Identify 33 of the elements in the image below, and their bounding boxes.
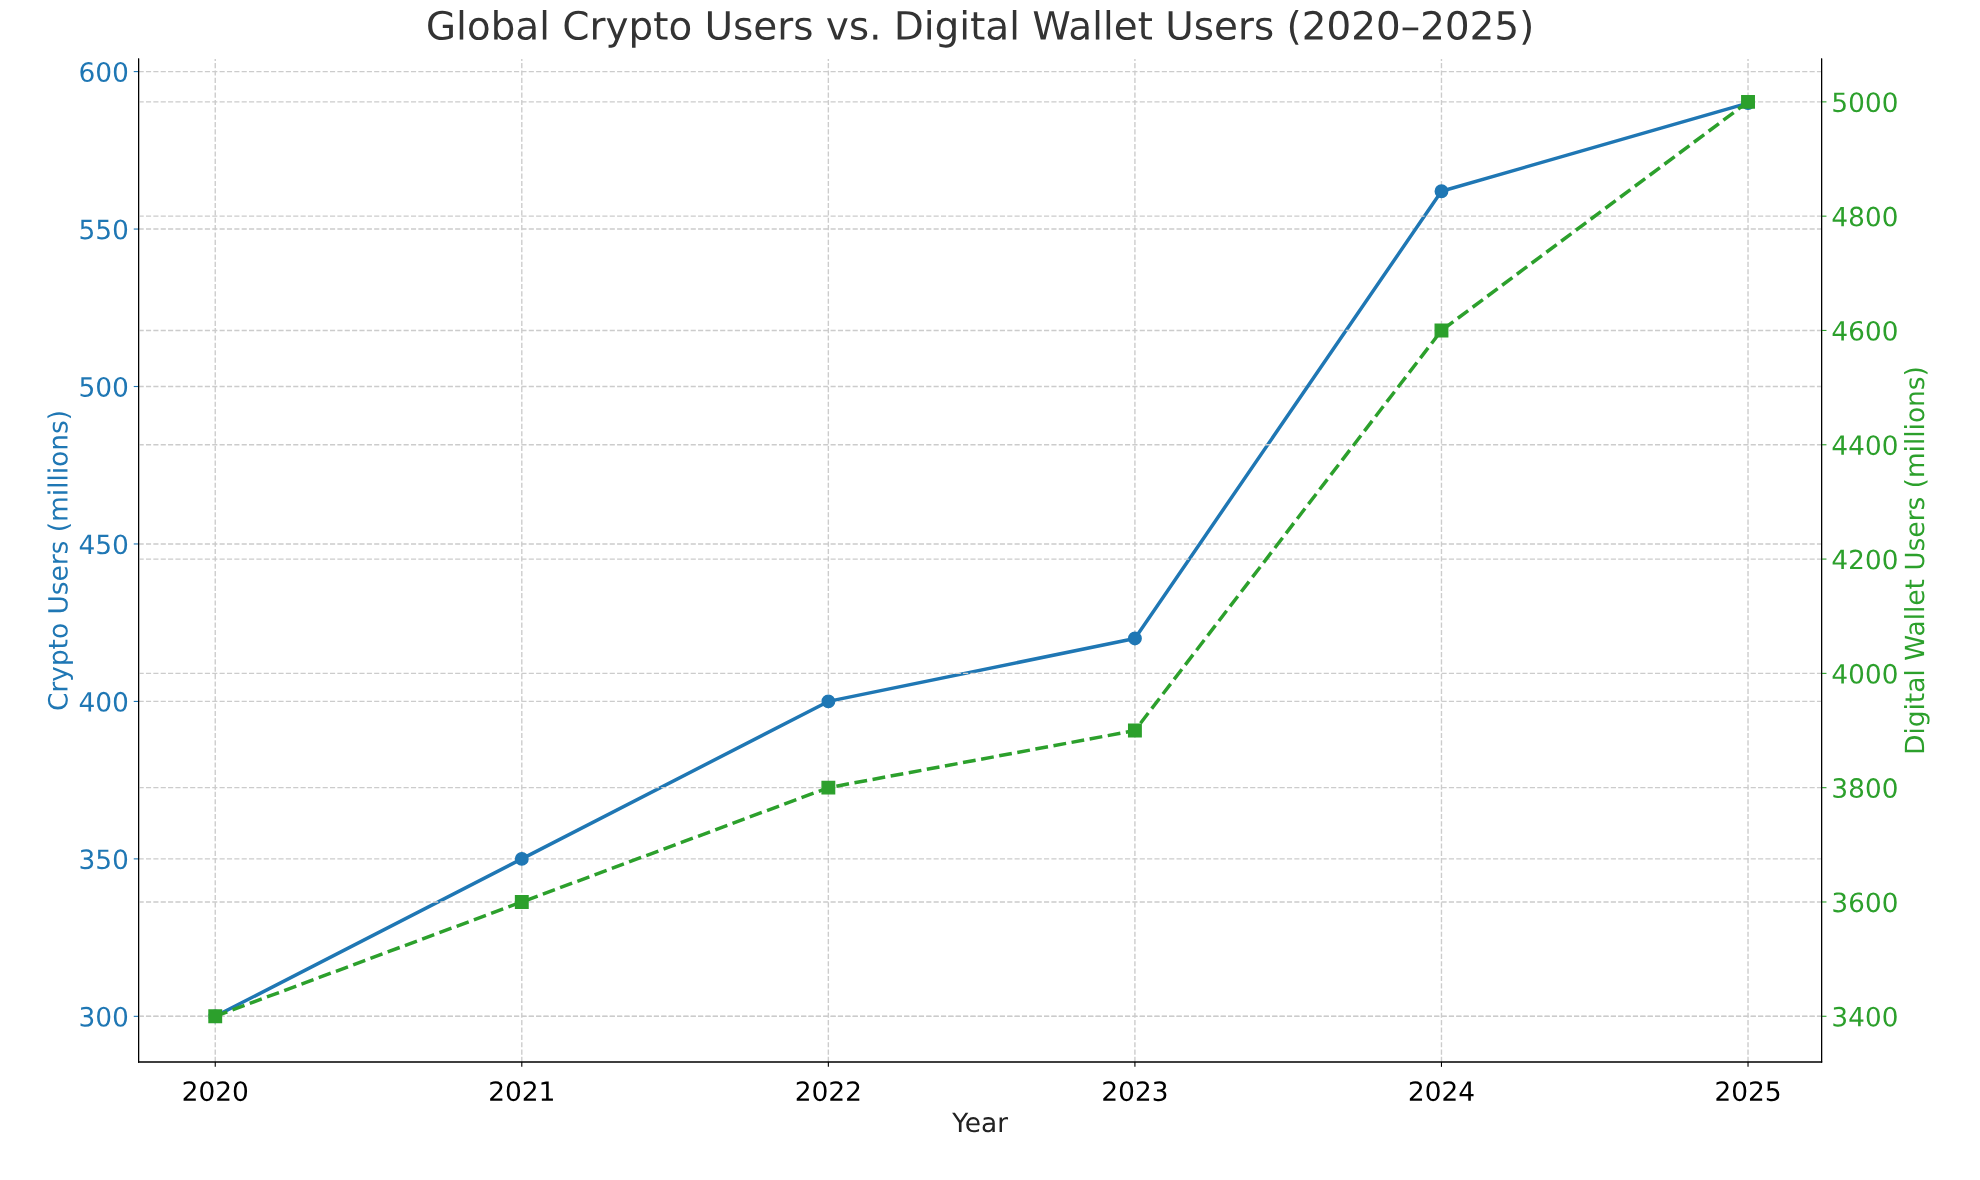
x-axis-title: Year (952, 1112, 1009, 1133)
y-tick-label: 400 (79, 691, 128, 712)
x-tick-label: 2020 (183, 1081, 248, 1102)
point (1434, 184, 1449, 199)
y2-tick-label: 4000 (1832, 663, 1897, 684)
y-tick-label: 600 (80, 62, 128, 82)
y-tick-label: 500 (80, 376, 128, 397)
y2-tick-label: 3400 (1833, 1006, 1897, 1027)
y2-tick-label: 5000 (1833, 92, 1897, 113)
y-tick-label: 350 (80, 849, 128, 870)
x-tick-label: 2021 (490, 1081, 553, 1102)
point (1127, 631, 1142, 646)
y-tick-label: 450 (79, 534, 128, 555)
y2-tick-label: 4400 (1832, 435, 1897, 456)
y2-tick-label: 4800 (1832, 206, 1897, 227)
y-tick-label: 300 (80, 1006, 128, 1027)
point (821, 780, 836, 795)
chart-title: Global Crypto Users vs. Digital Wallet Users (2020–2025) (428, 10, 1531, 48)
y2-tick-label: 4600 (1832, 320, 1897, 341)
point (821, 694, 836, 709)
point (1127, 723, 1142, 738)
x-tick-label: 2025 (1716, 1081, 1780, 1102)
point (514, 851, 529, 866)
y2-tick-label: 4200 (1832, 549, 1897, 570)
y2-tick-label: 3600 (1833, 892, 1897, 913)
point (514, 895, 529, 909)
x-tick-label: 2023 (1103, 1081, 1167, 1102)
y2-tick-label: 3800 (1833, 778, 1897, 799)
y-axis-title: Crypto Users (millions) (47, 412, 73, 710)
y-tick-label: 550 (80, 219, 128, 240)
x-tick-label: 2024 (1409, 1081, 1474, 1102)
y2-axis-title: Digital Wallet Users (millions) (1904, 368, 1930, 753)
x-tick-label: 2022 (796, 1081, 860, 1102)
